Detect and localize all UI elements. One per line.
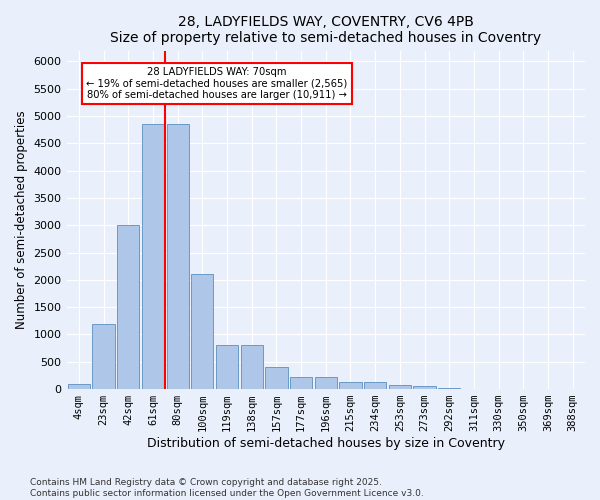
Bar [314,377,337,389]
Y-axis label: Number of semi-detached properties: Number of semi-detached properties [15,110,28,329]
Bar [364,382,386,389]
Bar [290,377,312,389]
Bar [241,346,263,389]
Bar [117,226,139,389]
Text: Contains HM Land Registry data © Crown copyright and database right 2025.
Contai: Contains HM Land Registry data © Crown c… [30,478,424,498]
Bar [340,382,362,389]
Bar [265,367,287,389]
Bar [463,388,485,389]
X-axis label: Distribution of semi-detached houses by size in Coventry: Distribution of semi-detached houses by … [147,437,505,450]
Title: 28, LADYFIELDS WAY, COVENTRY, CV6 4PB
Size of property relative to semi-detached: 28, LADYFIELDS WAY, COVENTRY, CV6 4PB Si… [110,15,541,45]
Bar [167,124,189,389]
Bar [92,324,115,389]
Bar [142,124,164,389]
Bar [389,386,411,389]
Bar [68,384,90,389]
Bar [438,388,460,389]
Bar [413,386,436,389]
Bar [191,274,214,389]
Text: 28 LADYFIELDS WAY: 70sqm
← 19% of semi-detached houses are smaller (2,565)
80% o: 28 LADYFIELDS WAY: 70sqm ← 19% of semi-d… [86,67,347,100]
Bar [216,346,238,389]
